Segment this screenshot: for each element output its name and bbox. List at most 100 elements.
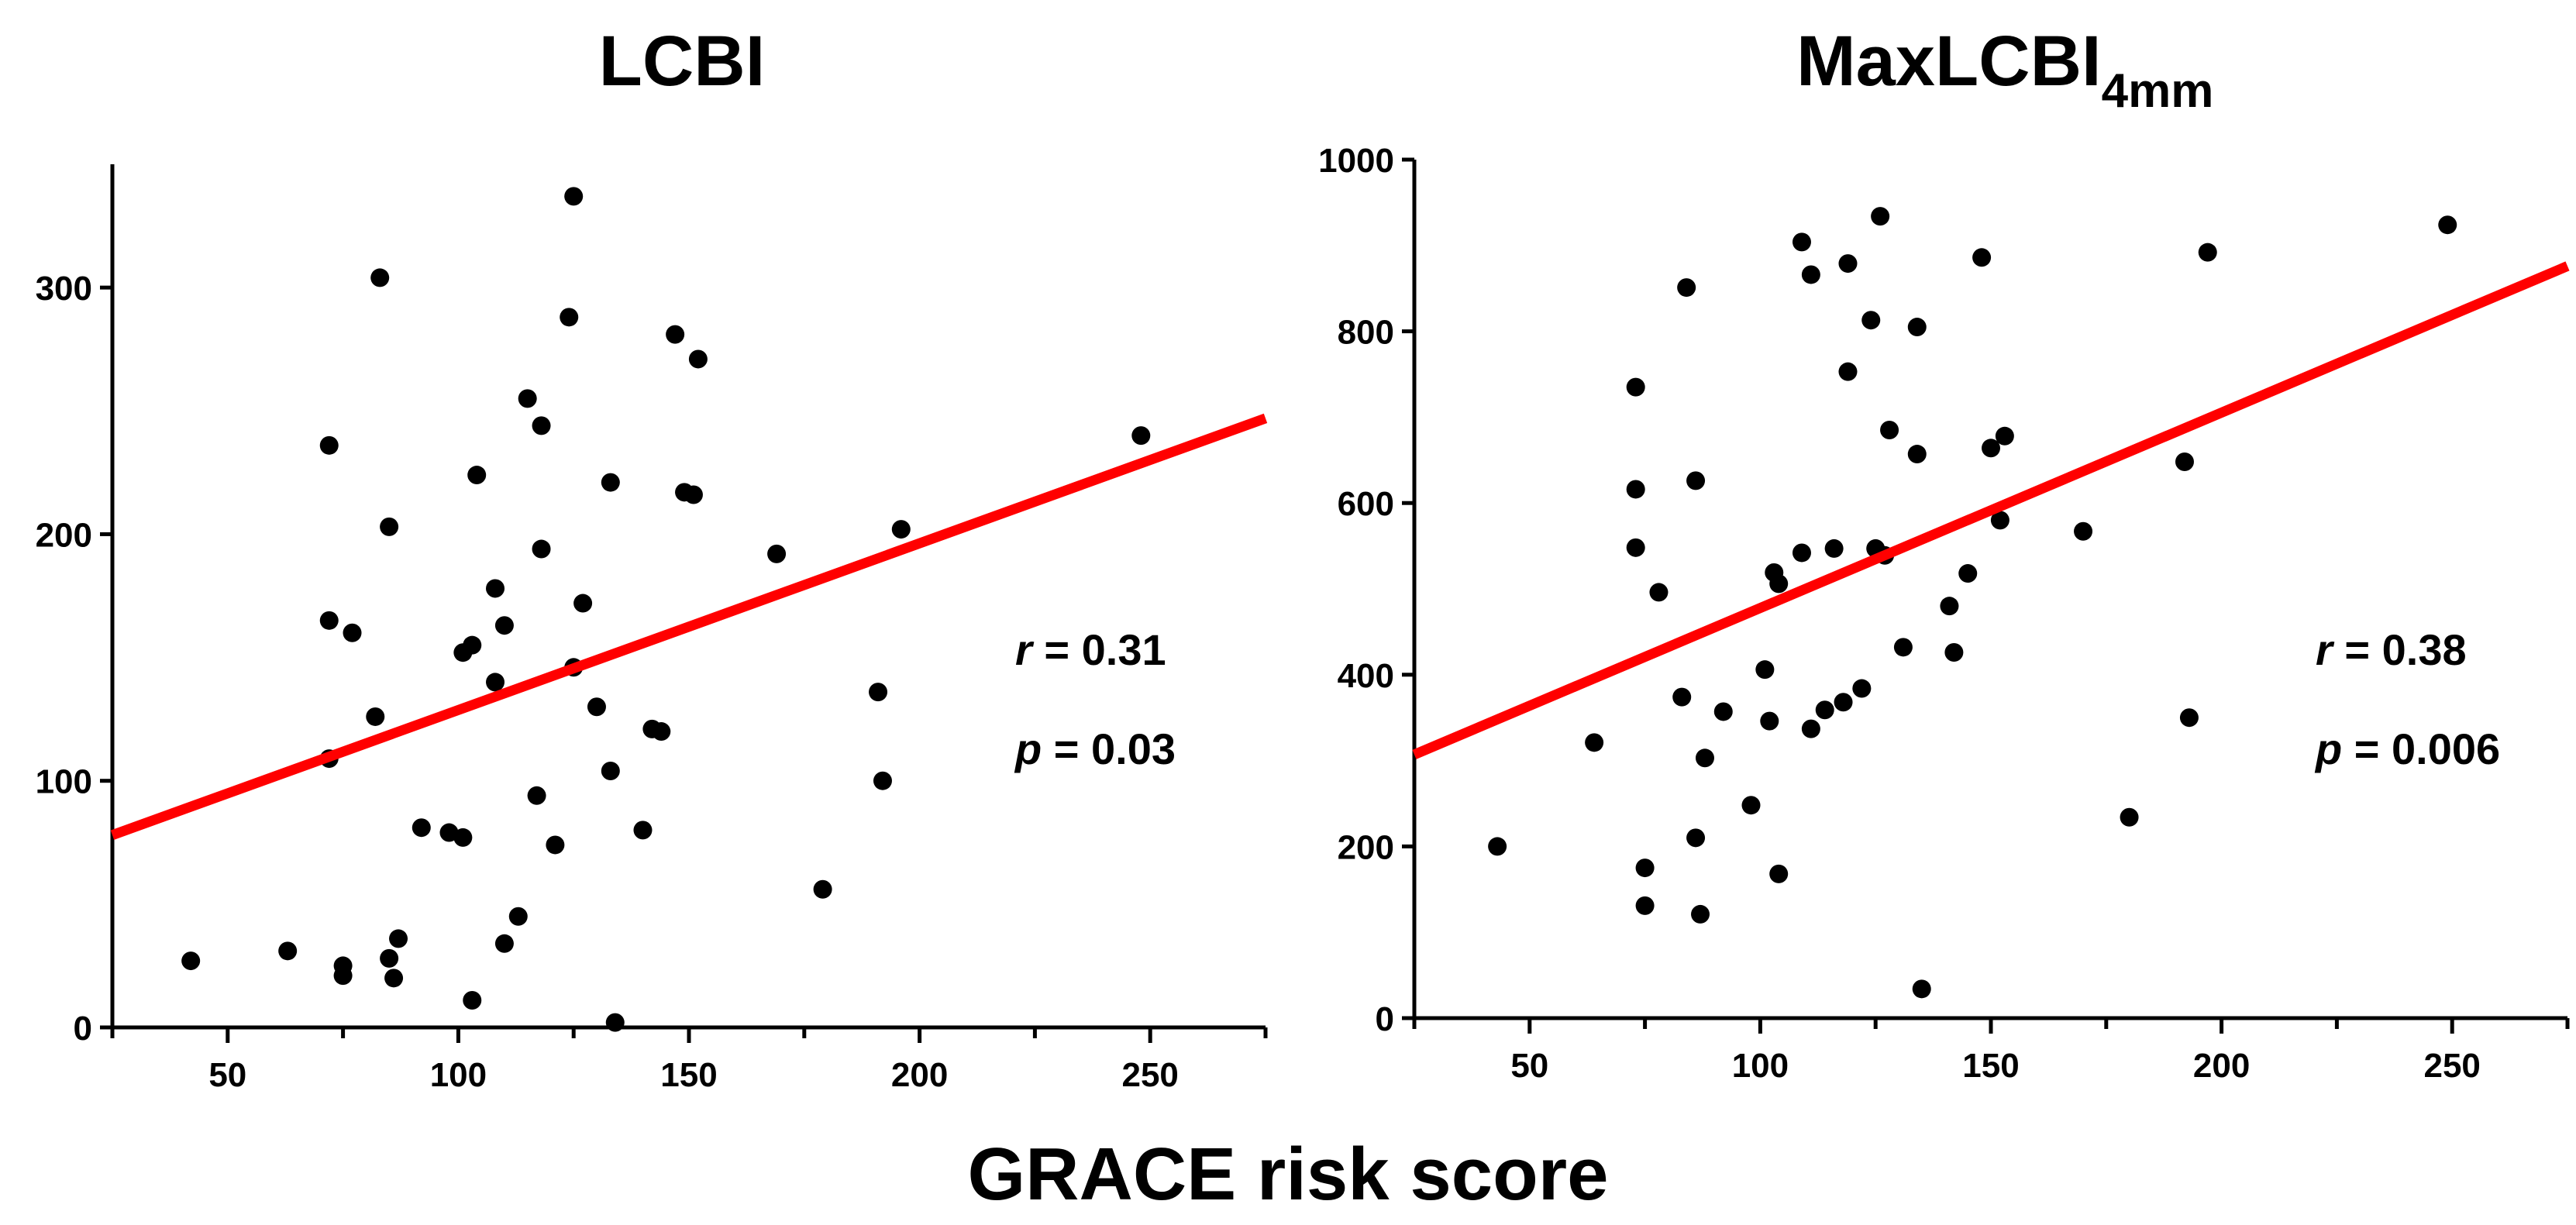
x-tick-label-maxlcbi: 50 (1510, 1047, 1548, 1085)
data-point-lcbi (652, 722, 671, 742)
data-point-lcbi (366, 707, 385, 726)
data-point-lcbi (518, 389, 537, 408)
data-point-maxlcbi (1907, 318, 1927, 337)
data-point-lcbi (181, 951, 201, 971)
y-tick-label-lcbi: 100 (36, 763, 92, 801)
data-point-maxlcbi (2074, 521, 2093, 541)
data-point-maxlcbi (1995, 426, 2014, 446)
y-tick-label-maxlcbi: 1000 (1318, 142, 1394, 180)
data-point-maxlcbi (1838, 362, 1858, 381)
p-value-lcbi: p = 0.03 (1014, 724, 1176, 773)
data-point-maxlcbi (1686, 471, 1706, 490)
regression-line-maxlcbi (1412, 261, 2570, 759)
data-point-lcbi (319, 611, 339, 630)
data-point-maxlcbi (1769, 864, 1789, 883)
data-point-maxlcbi (2175, 452, 2194, 472)
r-value-lcbi: r = 0.31 (1015, 625, 1166, 674)
data-point-lcbi (463, 635, 482, 655)
data-point-maxlcbi (1838, 254, 1858, 274)
x-tick-label-maxlcbi: 150 (1962, 1047, 2019, 1085)
points-lcbi (181, 187, 1151, 1032)
x-tick-label-lcbi: 50 (208, 1056, 246, 1094)
data-point-maxlcbi (1944, 642, 1964, 662)
maxlcbi-chart: MaxLCBI4mm 0 200 400 600 800 1000 50 100 150 200… (1318, 22, 2570, 1085)
data-point-lcbi (333, 966, 353, 986)
data-point-lcbi (486, 579, 505, 598)
data-point-lcbi (389, 929, 408, 948)
data-point-lcbi (532, 416, 551, 435)
data-point-lcbi (370, 268, 390, 287)
shared-x-axis-label: GRACE risk score (967, 1133, 1608, 1216)
data-point-maxlcbi (1871, 207, 1890, 226)
data-point-maxlcbi (1695, 748, 1714, 768)
data-point-lcbi (278, 941, 298, 961)
y-tick-label-maxlcbi: 200 (1338, 828, 1394, 866)
data-point-maxlcbi (1760, 711, 1779, 731)
data-point-maxlcbi (1626, 377, 1645, 397)
x-tick-label-lcbi: 200 (891, 1056, 948, 1094)
data-point-lcbi (546, 835, 565, 855)
data-point-maxlcbi (1940, 597, 1959, 616)
x-tick-label-maxlcbi: 100 (1732, 1047, 1789, 1085)
data-point-lcbi (564, 187, 584, 206)
data-point-lcbi (486, 673, 505, 692)
data-point-maxlcbi (1815, 700, 1834, 720)
points-maxlcbi (1488, 207, 2457, 999)
data-point-lcbi (412, 818, 431, 838)
data-point-lcbi (891, 520, 911, 539)
data-point-lcbi (1131, 426, 1151, 446)
y-tick-label-maxlcbi: 0 (1376, 1000, 1394, 1038)
data-point-lcbi (633, 821, 653, 840)
data-point-lcbi (573, 594, 593, 613)
data-point-maxlcbi (1990, 511, 2009, 530)
y-axis-maxlcbi: 0 200 400 600 800 1000 (1318, 142, 1417, 1038)
data-point-lcbi (508, 907, 528, 926)
data-point-lcbi (527, 786, 546, 805)
p-value-maxlcbi: p = 0.006 (2314, 724, 2500, 773)
y-tick-label-lcbi: 300 (36, 270, 92, 308)
data-point-lcbi (587, 697, 606, 717)
data-point-lcbi (605, 1013, 625, 1032)
data-point-lcbi (869, 683, 888, 702)
data-point-lcbi (380, 948, 399, 968)
data-point-maxlcbi (1792, 543, 1811, 563)
data-point-lcbi (463, 990, 482, 1010)
x-tick-label-lcbi: 150 (660, 1056, 717, 1094)
data-point-lcbi (666, 325, 685, 344)
data-point-lcbi (467, 466, 487, 485)
data-point-maxlcbi (2120, 807, 2139, 827)
data-point-maxlcbi (1982, 439, 2000, 458)
x-tick-label-maxlcbi: 200 (2193, 1047, 2250, 1085)
data-point-lcbi (873, 771, 892, 790)
data-point-maxlcbi (1672, 687, 1692, 707)
data-point-maxlcbi (1824, 539, 1844, 558)
data-point-lcbi (319, 435, 339, 455)
data-point-maxlcbi (1626, 480, 1645, 499)
data-point-maxlcbi (1801, 719, 1820, 738)
x-tick-label-lcbi: 250 (1121, 1056, 1178, 1094)
y-tick-label-lcbi: 200 (36, 516, 92, 554)
data-point-lcbi (380, 517, 399, 536)
x-axis-maxlcbi: 50 100 150 200 250 (1412, 1016, 2570, 1085)
data-point-maxlcbi (2179, 708, 2199, 728)
data-point-maxlcbi (1626, 538, 1645, 557)
chart-title-maxlcbi: MaxLCBI4mm (1796, 22, 2213, 118)
data-point-maxlcbi (1893, 638, 1913, 657)
data-point-maxlcbi (1880, 421, 1899, 440)
data-point-maxlcbi (1958, 564, 1978, 583)
y-axis-lcbi: 0 100 200 300 (36, 164, 115, 1048)
regression-line-lcbi (110, 413, 1268, 840)
data-point-maxlcbi (1912, 979, 1931, 999)
data-point-lcbi (813, 879, 832, 899)
data-point-lcbi (453, 828, 473, 847)
data-point-lcbi (384, 969, 404, 988)
data-point-lcbi (688, 349, 708, 369)
data-point-lcbi (532, 539, 551, 559)
data-point-maxlcbi (1585, 733, 1604, 752)
data-point-lcbi (601, 761, 620, 780)
data-point-maxlcbi (1907, 445, 1927, 464)
data-point-maxlcbi (1635, 859, 1655, 878)
data-point-lcbi (494, 934, 514, 953)
